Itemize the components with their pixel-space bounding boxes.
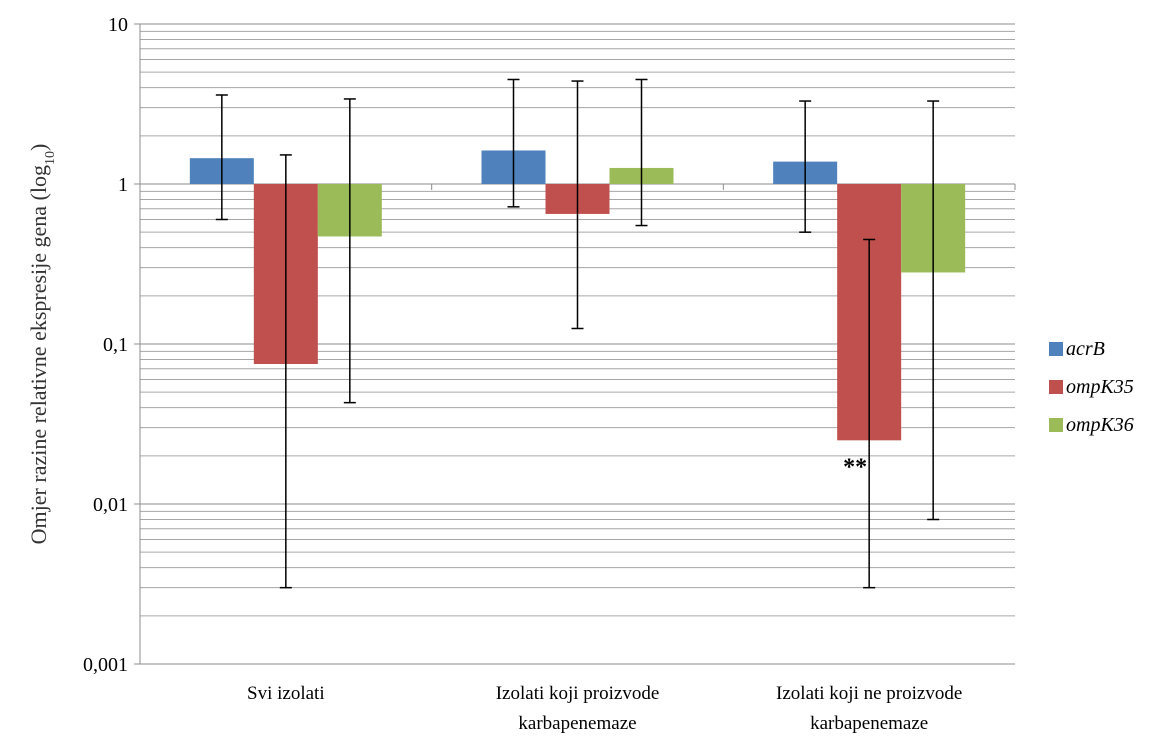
legend-swatch <box>1049 342 1063 356</box>
x-category-label: Izolati koji ne proizvode <box>776 683 962 704</box>
legend-label: ompK35 <box>1066 376 1134 398</box>
y-axis-title: Omjer razine relativne ekspresije gena (… <box>26 144 58 545</box>
y-tick-label: 0,01 <box>93 494 128 516</box>
legend-label: acrB <box>1066 338 1105 360</box>
series-ompK36 <box>317 78 966 521</box>
x-category-label: Izolati koji proizvode <box>496 683 660 704</box>
legend-swatch <box>1049 380 1063 394</box>
series-acrB <box>189 78 838 233</box>
series-ompK35 <box>253 80 902 589</box>
y-tick-label: 1 <box>118 174 128 196</box>
x-category-label: karbapenemaze <box>810 713 928 734</box>
y-tick-label: 0,1 <box>103 334 128 356</box>
y-tick-label: 0,001 <box>83 654 128 676</box>
y-tick-label: 10 <box>108 14 128 36</box>
significance-annotation: ** <box>843 454 867 480</box>
legend-swatch <box>1049 418 1063 432</box>
legend-label: ompK36 <box>1066 414 1134 436</box>
x-category-label: Svi izolati <box>247 683 325 704</box>
x-category-label: karbapenemaze <box>518 713 636 734</box>
